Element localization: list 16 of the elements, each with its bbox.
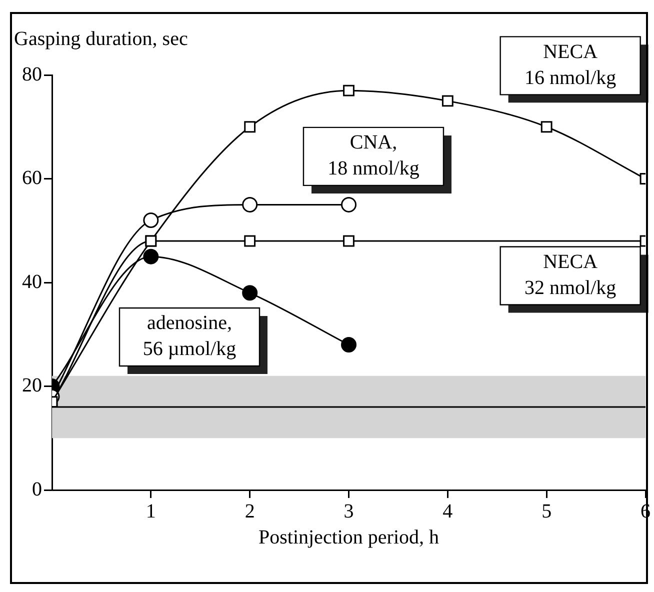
y-tick-label: 60 bbox=[22, 167, 42, 189]
series-label: NECA 16 nmol/kg bbox=[524, 40, 616, 89]
y-tick-label: 80 bbox=[22, 63, 42, 86]
x-tick-label: 5 bbox=[542, 500, 552, 522]
x-tick-label: 4 bbox=[442, 500, 453, 522]
x-tick-label: 1 bbox=[146, 500, 156, 522]
x-tick-label: 3 bbox=[344, 500, 354, 522]
y-tick-label: 20 bbox=[22, 374, 42, 396]
y-axis-title: Gasping duration, sec bbox=[14, 28, 188, 50]
x-axis-title: Postinjection period, h bbox=[258, 526, 440, 548]
y-tick-label: 40 bbox=[22, 270, 42, 293]
y-tick-label: 0 bbox=[32, 478, 42, 500]
series-label: CNA, 18 nmol/kg bbox=[328, 132, 420, 180]
series-label: adenosine, 56 µmol/kg bbox=[142, 312, 236, 360]
series-label: NECA 32 nmol/kg bbox=[524, 251, 616, 300]
x-tick-label: 2 bbox=[244, 500, 255, 522]
